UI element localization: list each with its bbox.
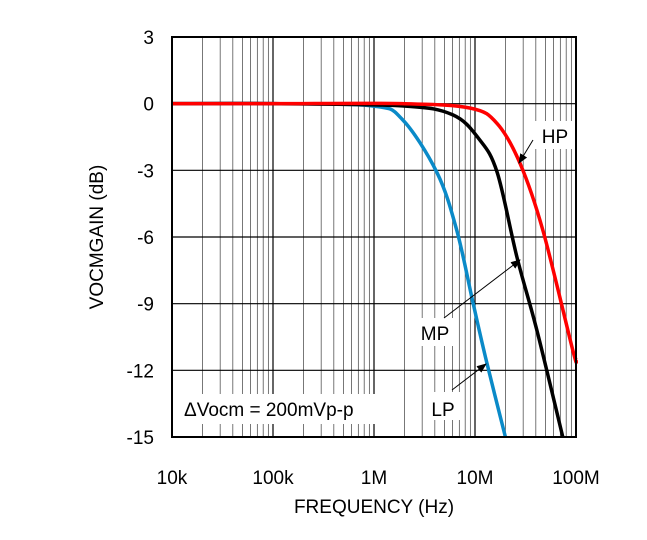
series-label: MP [421, 324, 450, 345]
x-tick-label: 1M [361, 468, 387, 489]
series-label: LP [431, 400, 454, 421]
series-line-mp [171, 101, 565, 438]
x-tick-label: 10k [157, 468, 188, 489]
x-tick-label: 100M [552, 468, 600, 489]
y-tick-label: 3 [143, 28, 154, 49]
y-tick-label: -9 [137, 295, 154, 316]
label-arrow [518, 139, 534, 164]
y-tick-label: 0 [143, 95, 154, 116]
series-label-bg [415, 318, 455, 346]
series-line-hp [172, 101, 579, 365]
x-tick-label: 10M [457, 468, 494, 489]
plot-frame [171, 36, 577, 438]
annotation-text: ΔVocm = 200mVp-p [184, 400, 354, 421]
label-arrow [451, 363, 487, 391]
y-tick-label: -12 [127, 361, 154, 382]
x-tick-label: 100k [252, 468, 294, 489]
y-tick-label: -15 [127, 428, 154, 449]
series-label: HP [542, 127, 568, 148]
annotation-bg [180, 394, 392, 424]
series-label-bg [425, 392, 463, 420]
y-tick-label: -6 [137, 228, 154, 249]
y-tick-label: -3 [137, 161, 154, 182]
y-axis-label: VOCMGAIN (dB) [87, 165, 108, 310]
label-arrow [443, 259, 521, 319]
x-axis-label: FREQUENCY (Hz) [294, 497, 454, 518]
series-label-bg [533, 121, 577, 149]
